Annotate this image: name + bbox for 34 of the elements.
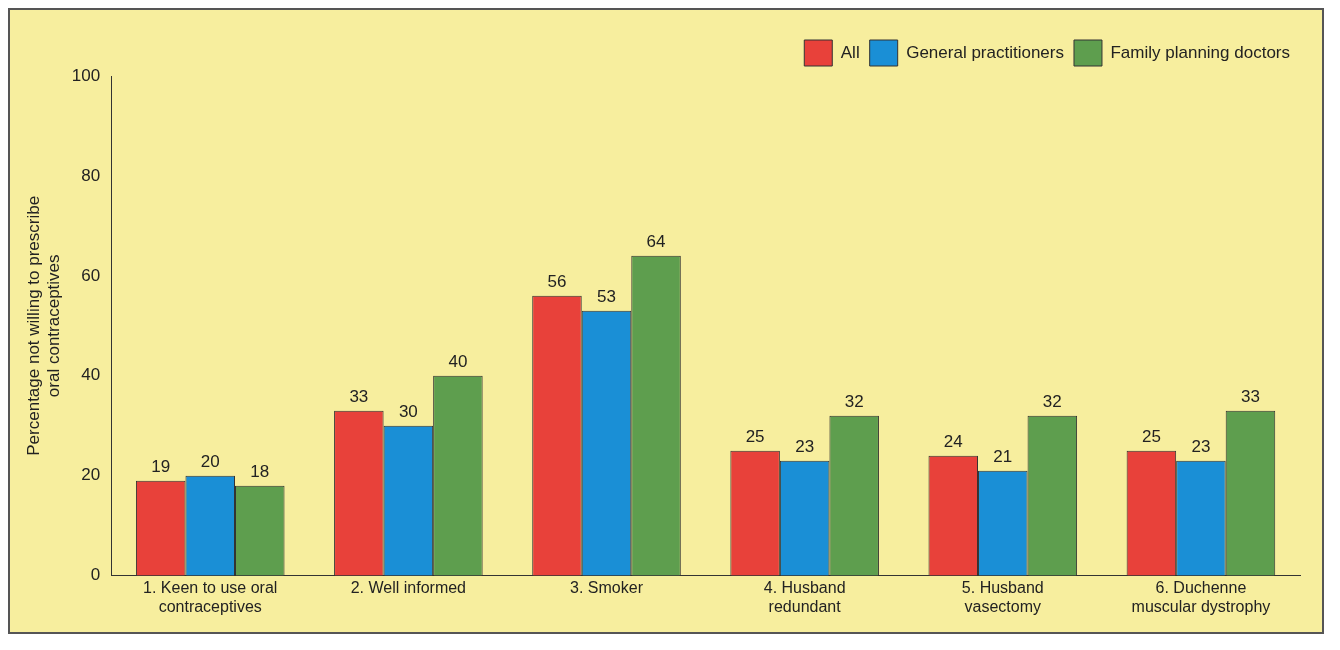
y-tick-label: 60 bbox=[81, 265, 101, 285]
data-label: 56 bbox=[547, 272, 567, 292]
y-tick-label: 100 bbox=[71, 65, 101, 85]
x-tick-label: 5. Husband vasectomy bbox=[961, 578, 1044, 615]
x-tick-label: 4. Husband redundant bbox=[763, 578, 846, 615]
y-tick-label: 0 bbox=[90, 565, 101, 585]
y-axis-title: Percentage not willing to prescribe oral contraceptives bbox=[23, 195, 64, 456]
data-label: 21 bbox=[993, 446, 1013, 466]
data-label: 32 bbox=[1042, 391, 1062, 411]
y-tick-label: 40 bbox=[81, 365, 101, 385]
x-tick-label: 3. Smoker bbox=[570, 578, 644, 596]
data-label: 33 bbox=[349, 386, 369, 406]
legend-label: All bbox=[840, 42, 860, 62]
data-label: 33 bbox=[1241, 386, 1260, 406]
data-label: 32 bbox=[844, 391, 864, 411]
x-tick-label: 2. Well informed bbox=[350, 578, 467, 596]
y-tick-label: 80 bbox=[81, 165, 101, 185]
x-tick-label: 6. Duchenne muscular dystrophy bbox=[1131, 578, 1271, 615]
data-label: 25 bbox=[1141, 426, 1161, 446]
data-label: 40 bbox=[448, 351, 468, 371]
data-label: 20 bbox=[200, 451, 220, 471]
data-label: 19 bbox=[151, 456, 171, 476]
data-label: 23 bbox=[795, 436, 815, 456]
data-label: 18 bbox=[250, 461, 270, 481]
y-tick-label: 20 bbox=[81, 465, 101, 485]
data-label: 25 bbox=[745, 426, 765, 446]
data-label: 24 bbox=[943, 431, 963, 451]
data-label: 53 bbox=[597, 287, 616, 306]
x-tick-label: 1. Keen to use oral contraceptives bbox=[143, 578, 278, 615]
legend-label: General practitioners bbox=[906, 42, 1064, 62]
data-label: 23 bbox=[1191, 436, 1211, 456]
data-label: 64 bbox=[646, 232, 666, 252]
legend-label: Family planning doctors bbox=[1110, 42, 1290, 62]
data-label: 30 bbox=[398, 401, 418, 421]
